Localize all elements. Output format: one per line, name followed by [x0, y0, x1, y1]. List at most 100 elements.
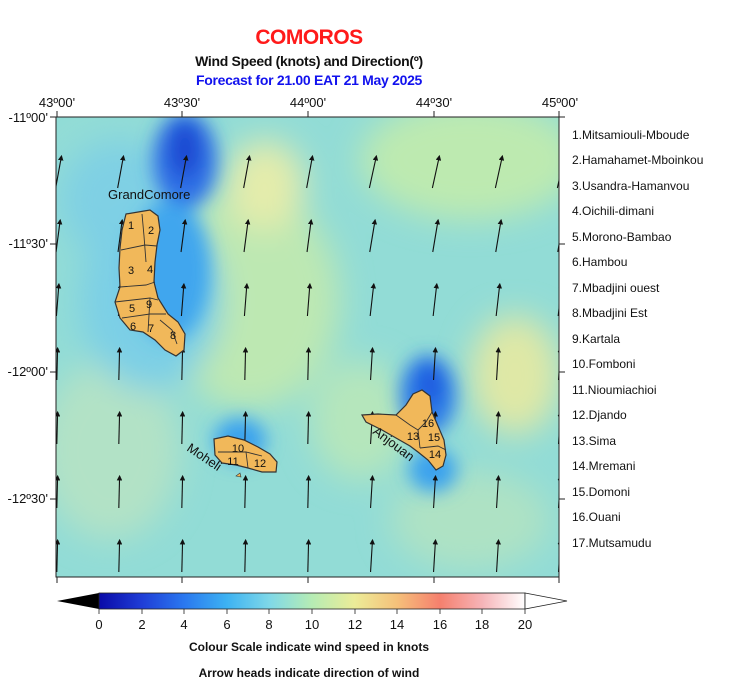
x-tick-label: 44º30' — [415, 95, 453, 110]
axis-ticks — [50, 111, 565, 583]
colorbar-tick: 0 — [95, 617, 103, 632]
wind-arrow — [179, 410, 186, 445]
wind-arrow — [369, 346, 375, 381]
wind-arrow — [116, 538, 123, 573]
map-title: COMOROS — [255, 26, 363, 49]
colorbar-tick: 8 — [265, 617, 273, 632]
colorbar-tick: 4 — [180, 617, 188, 632]
district-number: 1 — [128, 220, 134, 232]
wind-arrow — [306, 282, 313, 317]
wind-arrow — [495, 218, 504, 253]
wind-arrow — [432, 282, 440, 317]
wind-arrow — [305, 346, 312, 381]
wind-arrow — [56, 154, 64, 189]
y-tick-label: -11º00' — [8, 110, 48, 125]
district-item: 4.Oichili-dimani — [572, 204, 655, 218]
grand-comore-label: GrandComore — [108, 187, 190, 202]
wind-arrow — [557, 282, 559, 317]
district-item: 16.Ouani — [572, 510, 621, 524]
y-tick-label: -12º00' — [7, 364, 48, 379]
y-tick-label: -12º30' — [7, 491, 48, 506]
x-tick-label: 43º00' — [38, 95, 76, 110]
colorbar-tick: 18 — [474, 617, 490, 632]
district-number: 12 — [254, 458, 266, 470]
wind-arrow — [180, 282, 187, 317]
wind-arrow — [557, 474, 559, 509]
wind-arrows — [56, 154, 559, 573]
wind-arrow — [117, 218, 125, 253]
wind-arrow — [306, 218, 314, 253]
wind-arrow — [369, 218, 378, 253]
colorbar-tick: 16 — [432, 617, 448, 632]
caption-colour-scale: Colour Scale indicate wind speed in knot… — [188, 640, 430, 654]
district-item: 13.Sima — [572, 434, 617, 448]
district-number: 4 — [147, 264, 153, 276]
moheli-island: 10 11 12 — [213, 435, 278, 478]
district-item: 2.Hamahamet-Mboinkou — [572, 153, 704, 167]
district-number: 6 — [130, 321, 136, 333]
district-number: 8 — [170, 330, 176, 342]
forecast-time: Forecast for 21.00 EAT 21 May 2025 — [195, 72, 423, 88]
district-item: 8.Mbadjini Est — [572, 306, 648, 320]
district-item: 10.Fomboni — [572, 357, 636, 371]
district-number: 9 — [146, 299, 152, 311]
wind-arrow — [180, 154, 189, 189]
wind-arrow — [116, 346, 123, 381]
wind-arrow — [242, 474, 249, 509]
wind-arrow — [242, 538, 249, 573]
wind-arrow — [432, 346, 438, 381]
wind-arrow — [56, 346, 61, 381]
wind-arrow — [557, 410, 559, 445]
district-item: 15.Domoni — [572, 485, 631, 499]
wind-arrow — [432, 218, 441, 253]
district-item: 11.Nioumiachioi — [572, 383, 657, 397]
wind-arrow — [179, 474, 186, 509]
wind-arrow — [243, 154, 252, 189]
colorbar-tick: 12 — [347, 617, 363, 632]
wind-arrow — [369, 282, 377, 317]
wind-arrow — [242, 346, 249, 381]
wind-arrow — [242, 410, 249, 445]
wind-arrow — [56, 474, 61, 509]
wind-arrow — [368, 154, 379, 189]
colorbar-tick: 6 — [223, 617, 231, 632]
anjouan-island: 13 14 15 16 — [361, 389, 447, 471]
wind-arrow — [56, 538, 61, 573]
colorbar-tick: 14 — [389, 617, 405, 632]
district-number: 16 — [422, 418, 434, 430]
district-item: 3.Usandra-Hamanvou — [572, 179, 690, 193]
wind-arrow — [56, 282, 62, 317]
caption-arrow-heads: Arrow heads indicate direction of wind — [198, 666, 420, 680]
district-number: 7 — [148, 323, 154, 335]
wind-arrow — [495, 346, 501, 381]
x-tick-label: 43º30' — [163, 95, 201, 110]
wind-arrow — [116, 474, 123, 509]
district-item: 12.Djando — [572, 408, 627, 422]
wind-arrow — [305, 410, 312, 445]
district-item: 9.Kartala — [572, 332, 621, 346]
x-tick-label: 44º00' — [289, 95, 327, 110]
wind-arrow — [306, 154, 315, 189]
district-item: 14.Mremani — [572, 459, 636, 473]
wind-arrow — [180, 218, 188, 253]
district-number: 11 — [227, 456, 238, 468]
x-tick-label: 45º00' — [541, 95, 579, 110]
wind-arrow — [116, 410, 123, 445]
wind-arrow — [494, 154, 505, 189]
wind-arrow — [495, 282, 503, 317]
wind-arrow — [431, 154, 442, 189]
wind-arrow — [117, 154, 126, 189]
wind-arrow — [557, 346, 559, 381]
y-tick-label: -11º30' — [8, 236, 48, 251]
colorbar-tick: 20 — [517, 617, 533, 632]
colorbar-tick: 2 — [138, 617, 146, 632]
wind-arrow — [557, 241, 559, 253]
district-item: 6.Hambou — [572, 255, 628, 269]
wind-arrow — [432, 538, 438, 573]
wind-arrow — [495, 410, 501, 445]
wind-arrow — [556, 178, 559, 189]
district-item: 7.Mbadjini ouest — [572, 281, 660, 295]
district-number: 14 — [429, 449, 441, 461]
district-number: 10 — [232, 443, 244, 455]
